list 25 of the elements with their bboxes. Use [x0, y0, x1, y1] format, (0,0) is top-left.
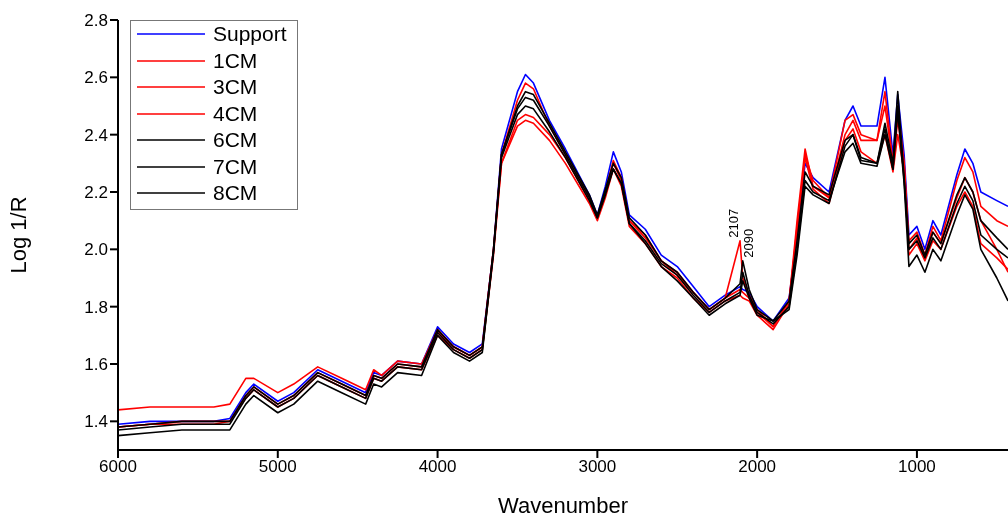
x-tick-label: 2000 [738, 457, 777, 477]
x-axis-title: Wavenumber [497, 493, 629, 515]
y-tick-label: 1.8 [84, 297, 108, 317]
y-tick-label: 2.4 [84, 125, 108, 145]
legend-label: Support [213, 21, 287, 47]
y-tick-label: 1.6 [84, 355, 108, 375]
y-tick-label: 2.6 [84, 68, 108, 88]
x-tick-label: 4000 [418, 457, 457, 477]
x-tick-label: 3000 [578, 457, 617, 477]
x-tick-label: 1000 [898, 457, 936, 477]
y-axis-title: Log 1/R [5, 196, 31, 274]
annotation: 2107 [726, 208, 742, 238]
x-tick-label: 5000 [258, 457, 297, 477]
legend-label: 6CM [213, 127, 258, 153]
legend-label: 4CM [213, 100, 258, 127]
legend-label: 7CM [213, 153, 258, 180]
legend-label: 8CM [213, 180, 258, 206]
y-tick-label: 2.8 [84, 11, 108, 31]
x-tick-label: 6000 [99, 457, 137, 477]
legend-label: 3CM [213, 74, 258, 100]
y-tick-label: 1.4 [84, 412, 108, 432]
y-tick-label: 2.0 [84, 240, 108, 260]
y-tick-label: 2.2 [84, 183, 108, 203]
annotation: 2090 [741, 228, 757, 258]
legend-label: 1CM [213, 47, 258, 74]
